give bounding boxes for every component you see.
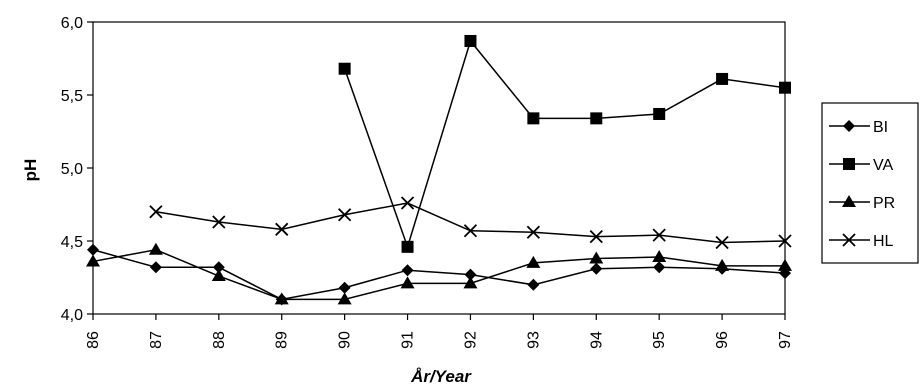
x-tick-label: 89	[274, 331, 291, 349]
legend-marker-pr	[842, 195, 856, 207]
x-tick-label: 88	[211, 331, 228, 349]
x-tick-label: 94	[588, 331, 605, 349]
data-point-pr	[526, 255, 541, 268]
x-tick-label: 92	[462, 331, 479, 349]
data-point-hl	[652, 228, 666, 242]
data-point-va	[716, 72, 729, 85]
data-point-bi	[590, 262, 603, 275]
legend-label: PR	[873, 195, 895, 212]
data-point-pr	[211, 269, 226, 282]
y-tick-label: 6,0	[61, 15, 83, 32]
data-point-bi	[87, 243, 99, 256]
data-point-va	[527, 112, 540, 125]
x-tick-label: 97	[777, 331, 794, 349]
data-point-pr	[148, 242, 163, 255]
legend-label: VA	[873, 157, 893, 174]
legend-marker-hl	[842, 233, 856, 247]
x-tick-label: 91	[400, 331, 417, 349]
data-point-hl	[275, 222, 289, 236]
data-point-hl	[337, 208, 352, 222]
y-tick-label: 5,5	[61, 88, 83, 105]
series-bi	[87, 243, 791, 306]
data-point-bi	[149, 261, 162, 274]
y-axis-title: pH	[21, 159, 40, 182]
plot-frame	[92, 21, 786, 315]
y-axis: 4,0 4,5 5,0 5,5 6,0	[61, 15, 93, 324]
data-point-pr	[463, 276, 478, 289]
data-point-hl	[212, 215, 226, 229]
data-point-bi	[653, 261, 666, 274]
data-point-bi	[527, 278, 540, 291]
x-tick-label: 96	[714, 331, 731, 349]
legend-item-bi: BI	[829, 119, 888, 136]
plot-area	[92, 21, 786, 315]
data-point-va	[401, 240, 414, 253]
legend-box	[821, 102, 919, 264]
x-axis: 86 87 88 89 90 91 92 93 94 95 96 97	[85, 314, 794, 349]
y-tick-label: 5,0	[61, 161, 83, 178]
x-axis-title: År/Year	[410, 367, 472, 386]
data-point-pr	[589, 251, 604, 264]
data-point-pr	[652, 250, 667, 263]
data-point-va	[464, 34, 477, 47]
data-point-va	[590, 112, 603, 125]
x-tick-label: 95	[651, 331, 668, 349]
data-point-pr	[337, 292, 352, 305]
x-tick-label: 90	[337, 331, 354, 349]
x-tick-label: 93	[525, 331, 542, 349]
data-point-hl	[463, 224, 478, 238]
legend-item-va: VA	[829, 157, 893, 174]
data-point-bi	[212, 261, 225, 274]
data-point-pr	[400, 276, 415, 289]
legend-label: HL	[873, 233, 894, 250]
legend-marker-bi	[843, 120, 855, 132]
data-point-hl	[778, 234, 792, 248]
data-point-hl	[149, 205, 163, 219]
data-point-va	[653, 107, 666, 120]
data-point-pr	[715, 258, 730, 271]
series-hl	[149, 196, 792, 250]
data-point-hl	[715, 235, 729, 250]
legend-item-hl: HL	[829, 233, 894, 250]
data-point-va	[779, 81, 791, 94]
series-line-pr	[92, 248, 785, 301]
y-tick-label: 4,5	[61, 234, 83, 251]
x-tick-label: 87	[148, 331, 165, 349]
data-point-pr	[274, 292, 289, 305]
x-tick-label: 86	[85, 331, 102, 349]
data-point-bi	[464, 268, 477, 281]
data-point-bi	[401, 264, 414, 277]
data-point-hl	[400, 196, 415, 210]
legend-label: BI	[873, 119, 888, 136]
series-va	[338, 34, 791, 253]
legend: BI VA PR HL	[821, 102, 919, 264]
series-pr	[86, 242, 792, 305]
data-point-pr	[86, 254, 100, 267]
data-point-va	[338, 62, 351, 75]
series-layer	[86, 34, 792, 306]
data-point-pr	[778, 258, 792, 271]
legend-marker-va	[843, 158, 855, 170]
series-line-bi	[92, 249, 786, 301]
data-point-hl	[526, 225, 541, 239]
data-point-bi	[338, 281, 351, 294]
legend-item-pr: PR	[829, 195, 895, 212]
data-point-hl	[589, 229, 603, 244]
y-tick-label: 4,0	[61, 307, 83, 324]
series-line-hl	[155, 202, 786, 244]
series-line-va	[343, 39, 786, 250]
